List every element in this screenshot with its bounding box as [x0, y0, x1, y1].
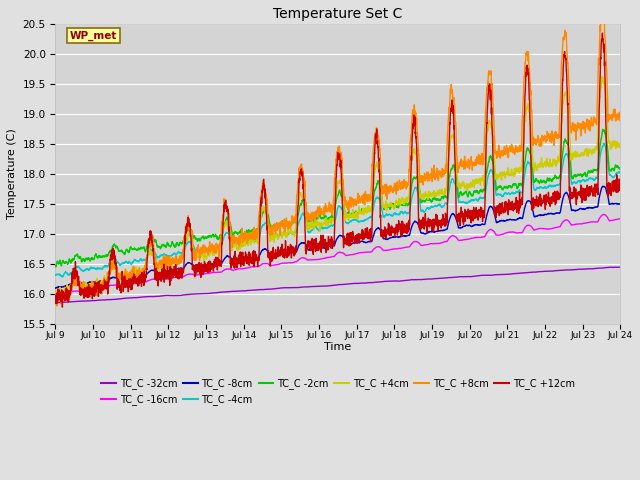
Y-axis label: Temperature (C): Temperature (C)	[7, 128, 17, 219]
X-axis label: Time: Time	[324, 342, 351, 352]
Text: WP_met: WP_met	[70, 31, 117, 41]
Title: Temperature Set C: Temperature Set C	[273, 7, 403, 21]
Legend: TC_C -32cm, TC_C -16cm, TC_C -8cm, TC_C -4cm, TC_C -2cm, TC_C +4cm, TC_C +8cm, T: TC_C -32cm, TC_C -16cm, TC_C -8cm, TC_C …	[97, 374, 579, 409]
